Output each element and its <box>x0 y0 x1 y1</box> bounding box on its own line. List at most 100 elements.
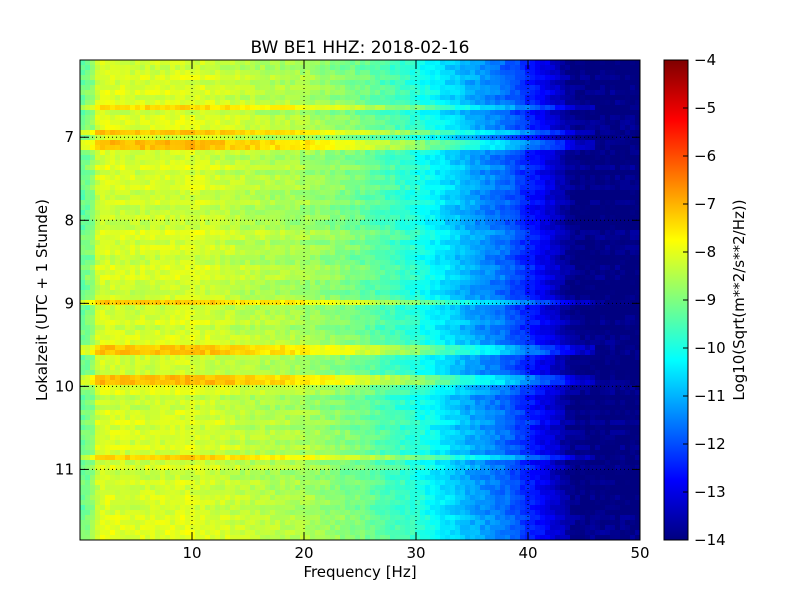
heatmap-cell <box>190 210 196 216</box>
heatmap-cell <box>335 125 341 131</box>
heatmap-cell <box>405 140 411 146</box>
heatmap-cell <box>275 235 281 241</box>
heatmap-cell <box>285 245 291 251</box>
heatmap-cell <box>450 230 456 236</box>
heatmap-cell <box>500 275 506 281</box>
heatmap-cell <box>585 190 591 196</box>
heatmap-cell <box>130 85 136 91</box>
heatmap-cell <box>185 110 191 116</box>
heatmap-cell <box>490 200 496 206</box>
heatmap-cell <box>260 90 266 96</box>
heatmap-cell <box>130 250 136 256</box>
heatmap-cell <box>200 215 206 221</box>
heatmap-cell <box>420 215 426 221</box>
heatmap-cell <box>185 95 191 101</box>
heatmap-cell <box>175 230 181 236</box>
heatmap-cell <box>220 125 226 131</box>
heatmap-cell <box>585 160 591 166</box>
heatmap-cell <box>95 210 101 216</box>
heatmap-cell <box>605 180 611 186</box>
heatmap-cell <box>170 205 176 211</box>
heatmap-cell <box>385 275 391 281</box>
heatmap-cell <box>630 170 636 176</box>
heatmap-cell <box>305 130 311 136</box>
heatmap-cell <box>135 210 141 216</box>
heatmap-cell <box>505 90 511 96</box>
heatmap-cell <box>370 110 376 116</box>
heatmap-cell <box>555 130 561 136</box>
heatmap-cell <box>555 235 561 241</box>
heatmap-cell <box>220 135 226 141</box>
heatmap-cell <box>370 255 376 261</box>
heatmap-cell <box>510 95 516 101</box>
heatmap-cell <box>340 195 346 201</box>
heatmap-cell <box>210 85 216 91</box>
heatmap-cell <box>590 240 596 246</box>
heatmap-cell <box>130 190 136 196</box>
heatmap-cell <box>625 165 631 171</box>
heatmap-cell <box>510 215 516 221</box>
heatmap-cell <box>620 255 626 261</box>
heatmap-cell <box>305 125 311 131</box>
heatmap-cell <box>110 85 116 91</box>
heatmap-cell <box>390 235 396 241</box>
heatmap-cell <box>145 215 151 221</box>
heatmap-cell <box>600 180 606 186</box>
heatmap-cell <box>85 215 91 221</box>
heatmap-cell <box>140 130 146 136</box>
heatmap-cell <box>100 190 106 196</box>
heatmap-cell <box>350 90 356 96</box>
heatmap-cell <box>330 185 336 191</box>
heatmap-cell <box>175 280 181 286</box>
heatmap-cell <box>365 190 371 196</box>
heatmap-cell <box>265 155 271 161</box>
heatmap-cell <box>615 85 621 91</box>
heatmap-cell <box>625 65 631 71</box>
heatmap-cell <box>375 195 381 201</box>
heatmap-cell <box>565 260 571 266</box>
heatmap-cell <box>135 260 141 266</box>
heatmap-cell <box>245 255 251 261</box>
heatmap-cell <box>85 100 91 106</box>
heatmap-cell <box>530 255 536 261</box>
heatmap-cell <box>320 270 326 276</box>
heatmap-cell <box>430 110 436 116</box>
heatmap-cell <box>195 255 201 261</box>
heatmap-cell <box>625 110 631 116</box>
heatmap-cell <box>505 185 511 191</box>
heatmap-cell <box>580 230 586 236</box>
heatmap-cell <box>110 275 116 281</box>
heatmap-cell <box>175 200 181 206</box>
heatmap-cell <box>315 130 321 136</box>
heatmap-cell <box>500 95 506 101</box>
heatmap-cell <box>450 275 456 281</box>
heatmap-cell <box>325 185 331 191</box>
heatmap-cell <box>345 245 351 251</box>
heatmap-cell <box>100 120 106 126</box>
heatmap-cell <box>440 115 446 121</box>
heatmap-cell <box>510 120 516 126</box>
heatmap-cell <box>360 80 366 86</box>
heatmap-cell <box>325 145 331 151</box>
heatmap-cell <box>105 175 111 181</box>
heatmap-cell <box>595 225 601 231</box>
heatmap-cell <box>385 230 391 236</box>
heatmap-cell <box>445 210 451 216</box>
heatmap-cell <box>430 90 436 96</box>
heatmap-cell <box>595 230 601 236</box>
heatmap-cell <box>480 180 486 186</box>
heatmap-cell <box>440 220 446 226</box>
heatmap-cell <box>230 205 236 211</box>
heatmap-cell <box>485 275 491 281</box>
heatmap-cell <box>515 95 521 101</box>
heatmap-cell <box>230 170 236 176</box>
heatmap-cell <box>635 230 640 236</box>
heatmap-cell <box>315 85 321 91</box>
heatmap-cell <box>460 275 466 281</box>
heatmap-cell <box>115 60 121 66</box>
heatmap-cell <box>355 100 361 106</box>
heatmap-cell <box>425 175 431 181</box>
heatmap-cell <box>255 210 261 216</box>
heatmap-cell <box>160 145 166 151</box>
heatmap-cell <box>420 165 426 171</box>
